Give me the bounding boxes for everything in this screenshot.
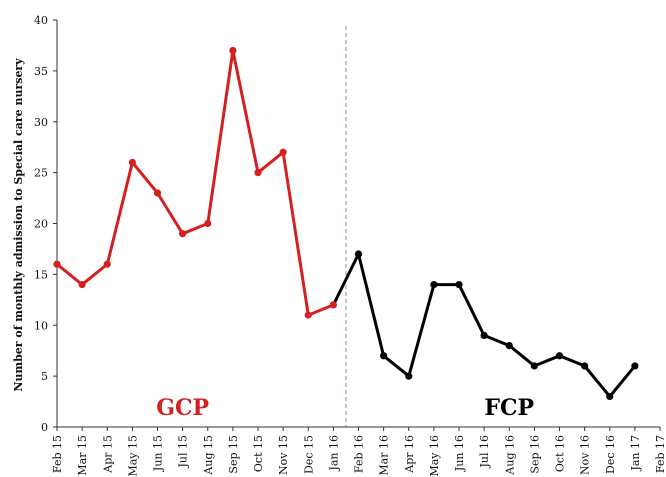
x-tick-label: Dec 15 (302, 435, 315, 474)
x-tick-label: Nov 16 (579, 435, 592, 475)
series-line-gcp (56, 49, 334, 317)
y-tick-label: 15 (34, 268, 48, 281)
data-point-fcp (405, 372, 413, 380)
data-point-gcp (53, 260, 61, 268)
x-tick-label: Jan 17 (629, 435, 642, 472)
axes (56, 20, 660, 428)
x-tick-label: Jun 16 (453, 435, 466, 472)
x-tick-label: Jan 16 (327, 435, 340, 472)
data-point-gcp (103, 260, 111, 268)
x-tick-label: Sep 15 (227, 435, 240, 474)
x-tick-label: Jul 15 (177, 435, 190, 469)
y-tick-label: 40 (34, 14, 48, 27)
y-tick-label: 10 (34, 319, 48, 332)
data-point-fcp (606, 392, 614, 401)
y-tick-label: 0 (41, 421, 48, 434)
data-point-gcp (153, 189, 162, 197)
x-tick-label: Apr 15 (101, 435, 114, 474)
series-line-fcp (332, 252, 637, 398)
x-tick-label: May 16 (428, 435, 441, 477)
y-tick-label: 5 (41, 370, 48, 383)
x-tick-label: Jun 15 (152, 435, 165, 472)
x-tick-label: Sep 16 (528, 435, 541, 474)
x-tick-label: Dec 16 (604, 435, 617, 474)
data-point-gcp (204, 219, 212, 228)
data-point-gcp (304, 311, 312, 319)
data-point-fcp (505, 342, 513, 350)
y-tick-labels: 0 5 10 15 20 25 30 35 40 (34, 14, 57, 434)
x-tick-label: May 15 (126, 435, 139, 477)
data-point-fcp (530, 362, 538, 370)
y-axis-title: Number of monthly admission to Special c… (12, 58, 25, 392)
period-label-gcp: GCP (156, 395, 209, 421)
data-point-gcp (329, 301, 337, 309)
x-tick-label: Mar 15 (76, 435, 89, 476)
x-tick-label: Aug 16 (503, 435, 516, 476)
data-point-gcp (229, 46, 237, 55)
x-tick-label: Oct 15 (252, 435, 265, 472)
x-tick-label: Feb 15 (51, 435, 64, 473)
data-point-fcp (631, 362, 639, 370)
data-point-fcp (555, 352, 564, 360)
x-tick-label: Apr 16 (403, 435, 416, 474)
x-tick-label: Feb 16 (353, 435, 366, 473)
data-point-fcp (380, 352, 388, 360)
y-tick-label: 20 (34, 218, 48, 231)
x-tick-label: Aug 15 (202, 435, 215, 476)
y-tick-label: 35 (34, 65, 48, 78)
x-tick-labels: Feb 15 Mar 15 Apr 15 May 15 Jun 15 Jul 15 Aug … (51, 427, 666, 477)
data-point-gcp (128, 158, 136, 167)
x-tick-label: Nov 15 (277, 435, 290, 475)
data-point-fcp (581, 362, 589, 370)
y-tick-label: 30 (34, 116, 48, 129)
data-points (53, 46, 639, 401)
y-tick-label: 25 (34, 167, 48, 180)
period-label-fcp: FCP (484, 395, 534, 421)
x-tick-label: Mar 16 (378, 435, 391, 476)
data-point-gcp (254, 169, 262, 177)
data-point-gcp (279, 148, 287, 156)
period-annotations: GCP FCP (156, 395, 534, 421)
data-point-gcp (78, 280, 86, 289)
data-point-fcp (455, 280, 463, 289)
data-point-gcp (179, 230, 187, 238)
data-point-fcp (354, 250, 363, 258)
x-tick-label: Feb 17 (654, 435, 666, 473)
data-point-fcp (480, 331, 488, 340)
x-tick-label: Oct 16 (554, 435, 567, 472)
data-point-fcp (430, 280, 438, 289)
x-tick-label: Jul 16 (478, 435, 491, 469)
